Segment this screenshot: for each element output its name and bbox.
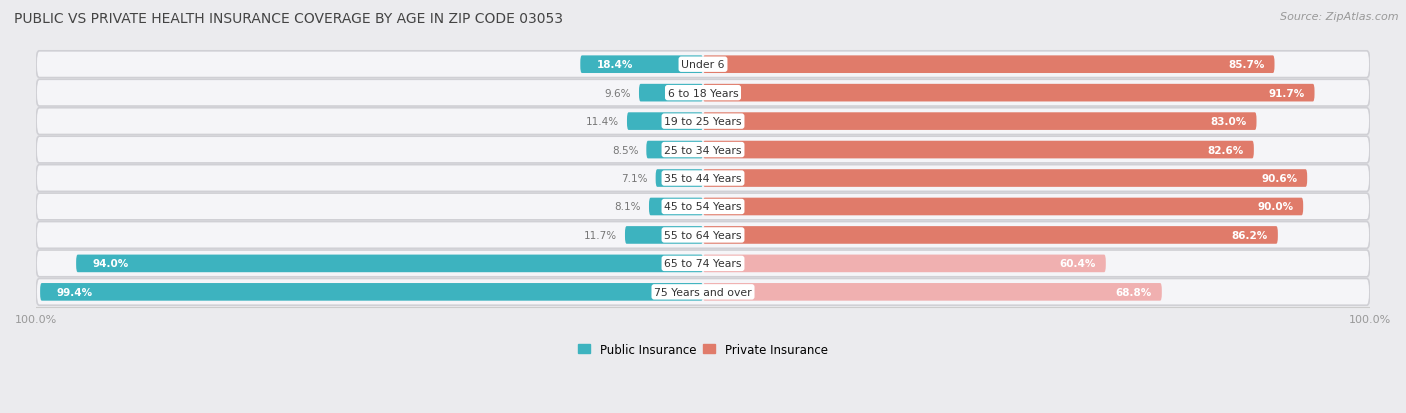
Text: 83.0%: 83.0% bbox=[1211, 117, 1247, 127]
FancyBboxPatch shape bbox=[581, 56, 703, 74]
FancyBboxPatch shape bbox=[41, 283, 703, 301]
FancyBboxPatch shape bbox=[37, 137, 1369, 164]
FancyBboxPatch shape bbox=[627, 113, 703, 131]
FancyBboxPatch shape bbox=[655, 170, 703, 188]
FancyBboxPatch shape bbox=[37, 109, 1369, 135]
FancyBboxPatch shape bbox=[626, 227, 703, 244]
Text: 9.6%: 9.6% bbox=[605, 88, 631, 98]
Text: 8.5%: 8.5% bbox=[612, 145, 638, 155]
Legend: Public Insurance, Private Insurance: Public Insurance, Private Insurance bbox=[574, 338, 832, 361]
FancyBboxPatch shape bbox=[703, 85, 1315, 102]
Text: 11.4%: 11.4% bbox=[586, 117, 619, 127]
FancyBboxPatch shape bbox=[37, 194, 1369, 220]
Text: 90.0%: 90.0% bbox=[1257, 202, 1294, 212]
FancyBboxPatch shape bbox=[638, 85, 703, 102]
FancyBboxPatch shape bbox=[37, 165, 1369, 192]
FancyBboxPatch shape bbox=[703, 141, 1254, 159]
Text: 68.8%: 68.8% bbox=[1115, 287, 1152, 297]
Text: 94.0%: 94.0% bbox=[93, 259, 129, 269]
Text: 85.7%: 85.7% bbox=[1227, 60, 1264, 70]
Text: 18.4%: 18.4% bbox=[598, 60, 633, 70]
FancyBboxPatch shape bbox=[703, 255, 1105, 273]
FancyBboxPatch shape bbox=[37, 222, 1369, 249]
FancyBboxPatch shape bbox=[76, 255, 703, 273]
FancyBboxPatch shape bbox=[703, 113, 1257, 131]
Text: 82.6%: 82.6% bbox=[1208, 145, 1244, 155]
FancyBboxPatch shape bbox=[650, 198, 703, 216]
Text: 45 to 54 Years: 45 to 54 Years bbox=[664, 202, 742, 212]
FancyBboxPatch shape bbox=[37, 250, 1369, 277]
Text: 86.2%: 86.2% bbox=[1232, 230, 1268, 240]
Text: 75 Years and over: 75 Years and over bbox=[654, 287, 752, 297]
Text: 65 to 74 Years: 65 to 74 Years bbox=[664, 259, 742, 269]
Text: 60.4%: 60.4% bbox=[1059, 259, 1095, 269]
Text: PUBLIC VS PRIVATE HEALTH INSURANCE COVERAGE BY AGE IN ZIP CODE 03053: PUBLIC VS PRIVATE HEALTH INSURANCE COVER… bbox=[14, 12, 562, 26]
FancyBboxPatch shape bbox=[37, 52, 1369, 78]
Text: 11.7%: 11.7% bbox=[583, 230, 617, 240]
Text: 25 to 34 Years: 25 to 34 Years bbox=[664, 145, 742, 155]
FancyBboxPatch shape bbox=[703, 198, 1303, 216]
FancyBboxPatch shape bbox=[703, 56, 1274, 74]
Text: 99.4%: 99.4% bbox=[56, 287, 93, 297]
FancyBboxPatch shape bbox=[37, 279, 1369, 306]
Text: 55 to 64 Years: 55 to 64 Years bbox=[664, 230, 742, 240]
Text: Under 6: Under 6 bbox=[682, 60, 724, 70]
Text: 91.7%: 91.7% bbox=[1268, 88, 1305, 98]
FancyBboxPatch shape bbox=[37, 80, 1369, 107]
FancyBboxPatch shape bbox=[703, 283, 1161, 301]
FancyBboxPatch shape bbox=[647, 141, 703, 159]
Text: Source: ZipAtlas.com: Source: ZipAtlas.com bbox=[1281, 12, 1399, 22]
Text: 19 to 25 Years: 19 to 25 Years bbox=[664, 117, 742, 127]
Text: 6 to 18 Years: 6 to 18 Years bbox=[668, 88, 738, 98]
Text: 90.6%: 90.6% bbox=[1261, 173, 1298, 184]
Text: 35 to 44 Years: 35 to 44 Years bbox=[664, 173, 742, 184]
Text: 8.1%: 8.1% bbox=[614, 202, 641, 212]
Text: 7.1%: 7.1% bbox=[621, 173, 648, 184]
FancyBboxPatch shape bbox=[703, 170, 1308, 188]
FancyBboxPatch shape bbox=[703, 227, 1278, 244]
